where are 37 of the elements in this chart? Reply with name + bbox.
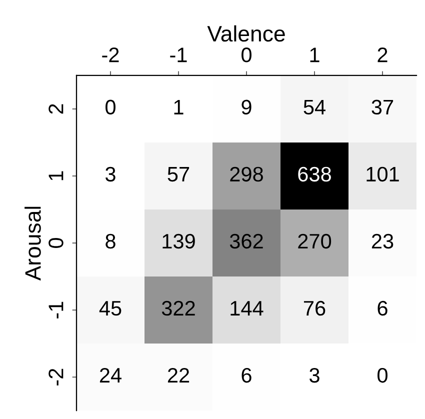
- data-label: 638: [298, 166, 331, 182]
- data-label: 8: [106, 234, 116, 249]
- data-label: 54: [304, 100, 326, 115]
- data-label: 22: [168, 368, 190, 382]
- data-label: 298: [230, 166, 263, 182]
- data-label: 24: [100, 368, 122, 382]
- data-label: 37: [372, 100, 394, 115]
- x-tick-label: 0: [242, 48, 252, 62]
- x-tick-label: 2: [378, 48, 388, 62]
- data-label: 6: [378, 300, 388, 316]
- data-label: 101: [366, 166, 399, 182]
- y-tick-label: 2: [48, 104, 64, 114]
- data-label: 76: [304, 300, 326, 316]
- data-label: 0: [106, 100, 116, 115]
- data-label: 57: [168, 167, 190, 182]
- x-axis-title: Valence: [207, 25, 285, 42]
- data-label: 362: [230, 234, 263, 249]
- y-tick-label: 0: [48, 238, 64, 248]
- x-tick-label: 1: [310, 48, 320, 62]
- data-label: 270: [298, 234, 332, 249]
- y-tick-label: 1: [48, 171, 64, 180]
- data-label: 45: [99, 301, 122, 316]
- y-axis-title: Arousal: [24, 206, 41, 281]
- data-label: 6: [242, 368, 252, 383]
- data-label: 322: [162, 300, 195, 316]
- x-tick-label: -1: [170, 48, 187, 62]
- data-label: 0: [378, 368, 388, 383]
- y-tick-label: -2: [48, 368, 64, 386]
- data-label: 3: [106, 166, 116, 182]
- data-label: 9: [242, 100, 252, 115]
- data-label: 3: [310, 368, 320, 383]
- data-label: 1: [174, 100, 184, 114]
- data-label: 23: [372, 234, 394, 249]
- y-tick-label: -1: [48, 302, 64, 318]
- data-label: 139: [162, 234, 195, 249]
- data-label: 144: [230, 301, 264, 316]
- x-tick-label: -2: [102, 48, 119, 62]
